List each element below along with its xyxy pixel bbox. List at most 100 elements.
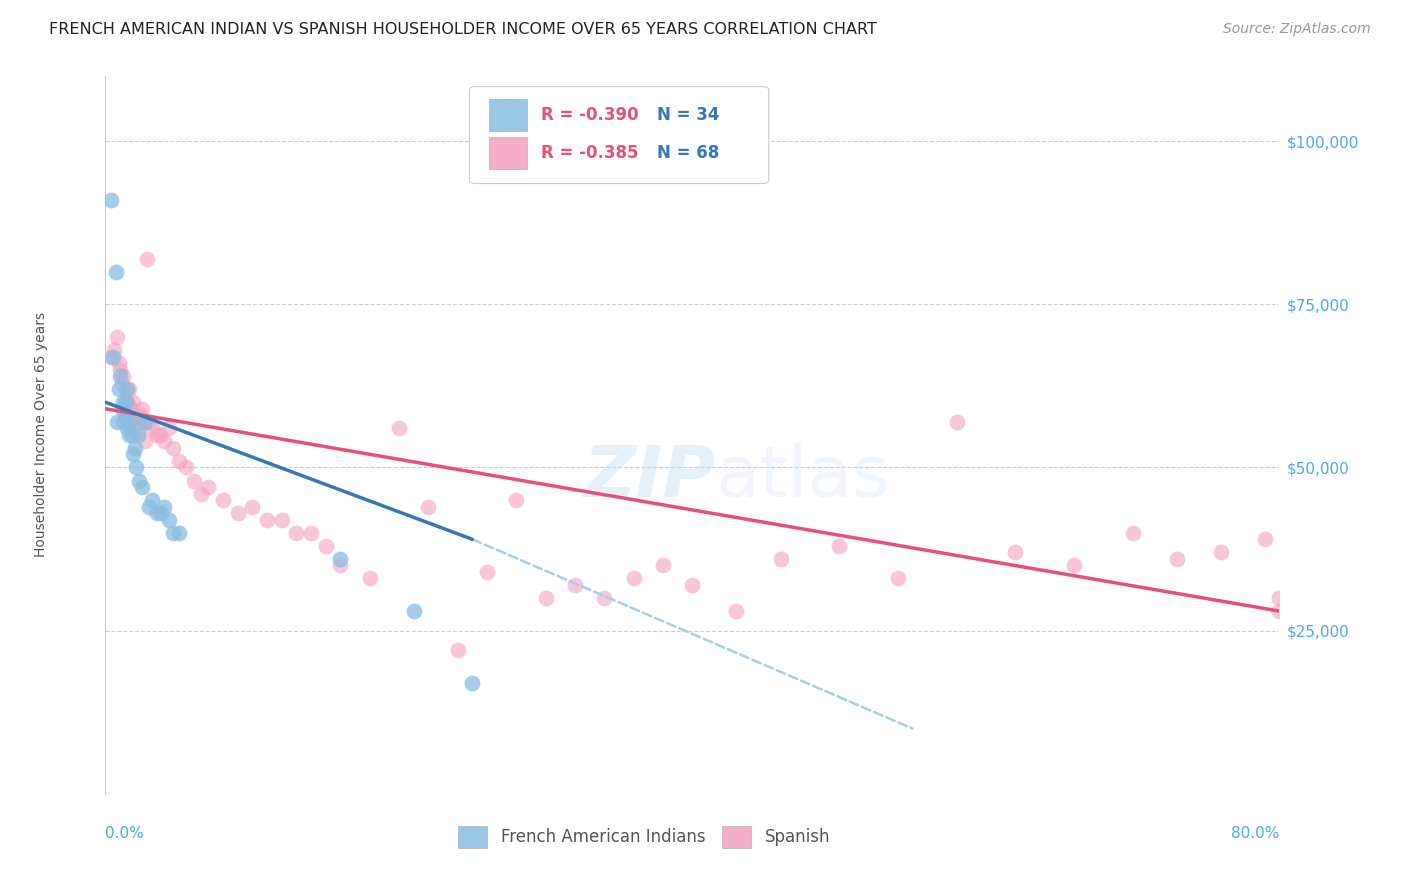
Text: R = -0.390: R = -0.390 <box>541 106 638 124</box>
Point <box>887 571 910 585</box>
Point <box>101 350 124 364</box>
Point <box>107 382 129 396</box>
Point <box>105 415 128 429</box>
Point <box>475 565 498 579</box>
Text: 80.0%: 80.0% <box>1232 826 1279 841</box>
Text: Spanish: Spanish <box>765 828 831 846</box>
Point <box>240 500 263 514</box>
Point <box>112 415 135 429</box>
Point <box>593 591 616 605</box>
Point <box>1122 525 1144 540</box>
Point <box>299 525 322 540</box>
Point <box>1268 604 1291 618</box>
Point <box>359 571 381 585</box>
Text: R = -0.385: R = -0.385 <box>541 144 638 162</box>
Point <box>945 415 967 429</box>
Point <box>682 578 704 592</box>
Point <box>534 591 557 605</box>
Point <box>134 434 156 449</box>
Point <box>725 604 748 618</box>
Point <box>1004 545 1026 559</box>
Point <box>153 500 176 514</box>
Point <box>183 474 205 488</box>
Point <box>388 421 411 435</box>
Point <box>127 427 149 442</box>
Point <box>153 434 176 449</box>
Point <box>505 493 527 508</box>
Point <box>121 415 143 429</box>
Point <box>1254 533 1277 547</box>
Point <box>447 643 470 657</box>
Point <box>120 401 142 416</box>
Text: ZIP: ZIP <box>583 443 716 512</box>
Point <box>141 421 163 435</box>
Point <box>162 525 184 540</box>
FancyBboxPatch shape <box>489 99 527 131</box>
Point <box>167 525 190 540</box>
Point <box>124 441 146 455</box>
Point <box>402 604 425 618</box>
Point <box>125 415 148 429</box>
Point <box>329 552 352 566</box>
Point <box>157 421 180 435</box>
Point <box>127 415 149 429</box>
Point <box>103 343 125 357</box>
FancyBboxPatch shape <box>470 87 769 184</box>
Point <box>128 474 150 488</box>
Point <box>146 427 169 442</box>
Point <box>769 552 792 566</box>
Point <box>117 382 139 396</box>
Point <box>124 409 146 423</box>
Text: FRENCH AMERICAN INDIAN VS SPANISH HOUSEHOLDER INCOME OVER 65 YEARS CORRELATION C: FRENCH AMERICAN INDIAN VS SPANISH HOUSEH… <box>49 22 877 37</box>
Text: N = 68: N = 68 <box>657 144 720 162</box>
Point <box>1166 552 1188 566</box>
Point <box>112 369 135 384</box>
Point <box>138 415 160 429</box>
Point <box>1063 558 1085 573</box>
Point <box>115 395 138 409</box>
Point <box>315 539 337 553</box>
Point <box>167 454 190 468</box>
Point <box>157 513 180 527</box>
Point <box>131 480 153 494</box>
Point <box>162 441 184 455</box>
Point <box>129 409 152 423</box>
Point <box>418 500 440 514</box>
Point <box>105 330 128 344</box>
Point <box>128 421 150 435</box>
FancyBboxPatch shape <box>458 826 486 847</box>
Point <box>100 350 122 364</box>
Point <box>110 401 132 416</box>
Point <box>329 558 352 573</box>
Point <box>115 395 138 409</box>
Point <box>108 362 131 376</box>
Point <box>134 415 156 429</box>
Point <box>211 493 233 508</box>
Point <box>118 382 141 396</box>
Point <box>1268 591 1291 605</box>
Point <box>125 460 148 475</box>
Point <box>114 409 136 423</box>
Point <box>100 193 122 207</box>
Point <box>108 369 131 384</box>
Point <box>197 480 219 494</box>
Point <box>114 382 136 396</box>
Text: Householder Income Over 65 years: Householder Income Over 65 years <box>34 312 48 558</box>
Text: atlas: atlas <box>716 443 890 512</box>
Point <box>117 395 139 409</box>
Point <box>1209 545 1232 559</box>
Point <box>122 447 145 461</box>
Point <box>226 506 249 520</box>
Point <box>623 571 645 585</box>
Point <box>564 578 586 592</box>
Point <box>120 415 142 429</box>
Point <box>146 506 169 520</box>
Point <box>131 401 153 416</box>
Point <box>652 558 675 573</box>
FancyBboxPatch shape <box>721 826 751 847</box>
Point <box>112 395 135 409</box>
Point <box>117 421 139 435</box>
Text: French American Indians: French American Indians <box>501 828 706 846</box>
Point <box>110 376 132 390</box>
Point <box>828 539 851 553</box>
